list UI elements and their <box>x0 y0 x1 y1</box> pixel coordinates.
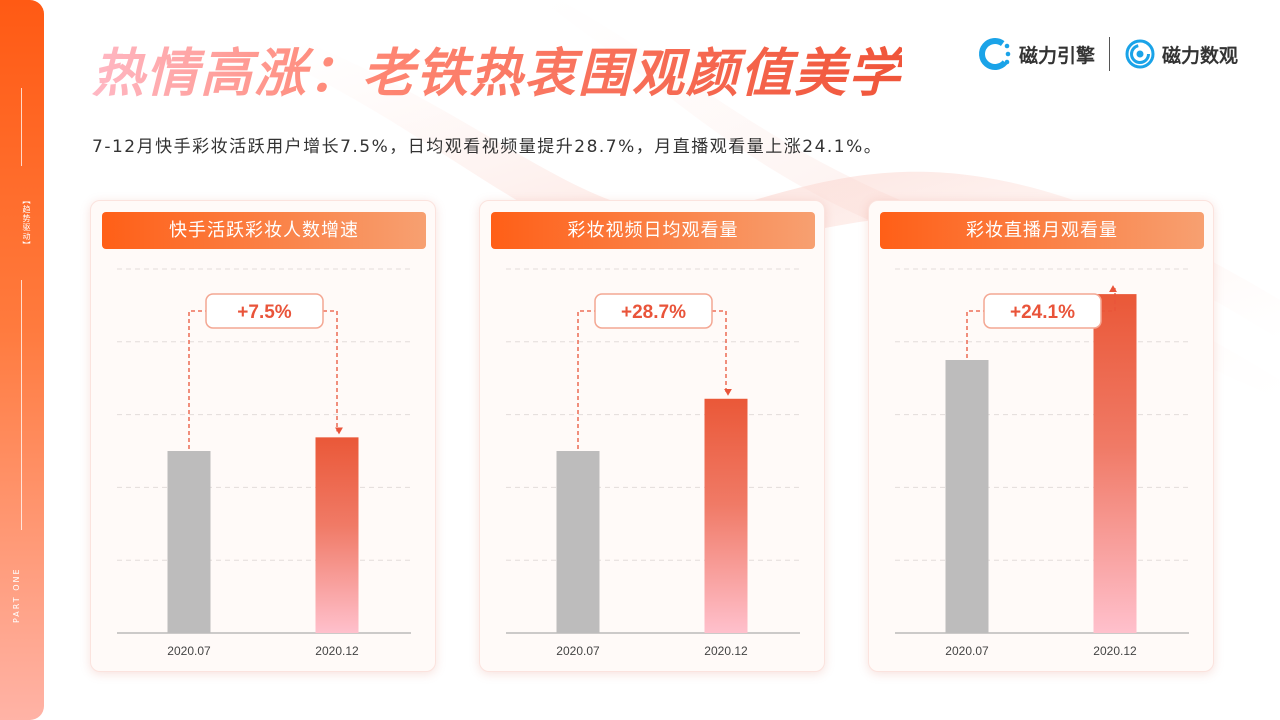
page-subtitle: 7-12月快手彩妆活跃用户增长7.5%，日均观看视频量提升28.7%，月直播观看… <box>92 137 883 157</box>
bar-before <box>556 451 600 633</box>
left-accent-bar <box>0 0 44 720</box>
bar-after <box>315 437 359 633</box>
brand-logo-engine: 磁力引擎 <box>977 36 1095 72</box>
section-tag: 【趋势驱动】 <box>22 196 31 250</box>
side-divider <box>21 280 22 530</box>
brand-logo-insight: 磁力数观 <box>1124 38 1238 70</box>
connector-line <box>188 310 206 449</box>
connector-arrow <box>712 310 732 396</box>
connector-line <box>577 310 595 449</box>
bar-after <box>1093 294 1137 633</box>
x-tick-label: 2020.07 <box>556 644 600 658</box>
bar-before <box>167 451 211 633</box>
growth-badge-label: +24.1% <box>1010 302 1075 323</box>
connector-arrow <box>323 310 343 435</box>
growth-badge <box>983 293 1102 329</box>
growth-badge-label: +28.7% <box>621 302 686 323</box>
brand-name: 磁力数观 <box>1161 44 1238 67</box>
chart-card: 快手活跃彩妆人数增速 2020.07 2020.12 +7.5% <box>90 200 436 672</box>
growth-badge <box>205 293 324 329</box>
connector-arrow <box>1101 285 1117 312</box>
page-title: 热情高涨：老铁热衷围观颜值美学 <box>92 34 902 114</box>
chart-title: 彩妆直播月观看量 <box>880 212 1204 249</box>
chart-card: 彩妆视频日均观看量 2020.07 2020.12 +28.7% <box>479 200 825 672</box>
chart-title: 彩妆视频日均观看量 <box>491 212 815 249</box>
bar-chart: 2020.07 2020.12 +24.1% <box>895 268 1189 658</box>
logo-divider <box>1108 37 1110 71</box>
brand-logos: 磁力引擎 磁力数观 <box>977 34 1238 74</box>
bar-after <box>704 398 748 633</box>
growth-badge <box>594 293 713 329</box>
part-label: PART ONE <box>12 567 21 623</box>
bar-chart: 2020.07 2020.12 +7.5% <box>117 268 411 658</box>
side-divider <box>21 88 22 166</box>
x-tick-label: 2020.12 <box>704 644 748 658</box>
growth-badge-label: +7.5% <box>237 302 292 323</box>
x-tick-label: 2020.07 <box>945 644 989 658</box>
connector-line <box>966 310 984 358</box>
chart-card: 彩妆直播月观看量 2020.07 2020.12 +24.1% <box>868 200 1214 672</box>
x-tick-label: 2020.12 <box>315 644 359 658</box>
brand-name: 磁力引擎 <box>1018 44 1095 67</box>
x-tick-label: 2020.07 <box>167 644 211 658</box>
magnet-engine-icon <box>978 38 1011 70</box>
magnet-insight-icon <box>1125 39 1155 69</box>
bar-before <box>945 360 989 633</box>
chart-title: 快手活跃彩妆人数增速 <box>102 212 426 249</box>
bar-chart: 2020.07 2020.12 +28.7% <box>506 268 800 658</box>
x-tick-label: 2020.12 <box>1093 644 1137 658</box>
